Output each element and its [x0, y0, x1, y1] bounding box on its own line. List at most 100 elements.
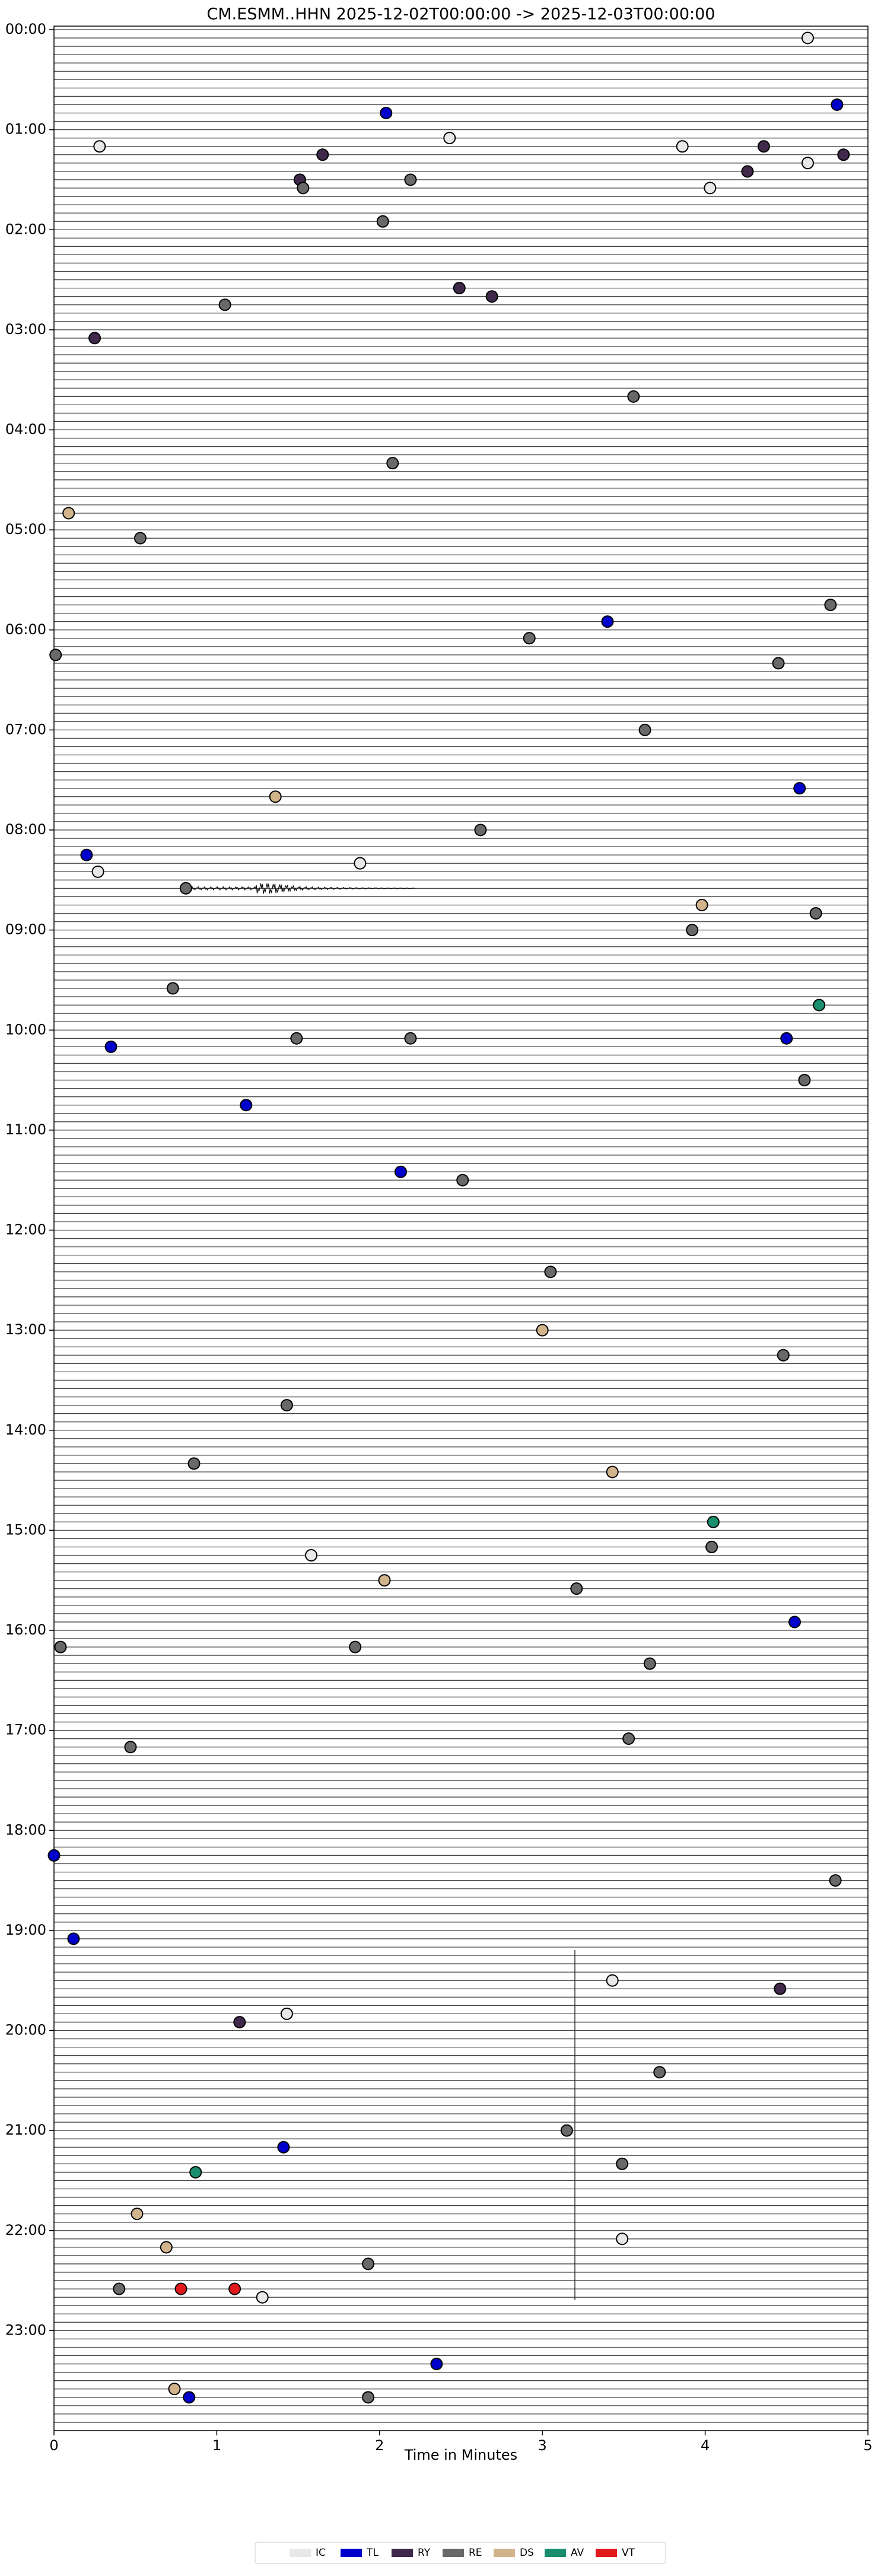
event-point	[705, 1541, 718, 1554]
event-point	[233, 2016, 246, 2029]
event-point	[523, 632, 536, 645]
event-point	[606, 1974, 619, 1987]
event-point	[801, 157, 814, 170]
x-tick-label: 4	[701, 2437, 710, 2454]
y-tick-label: 04:00	[5, 421, 46, 438]
event-point	[456, 1173, 469, 1187]
event-point	[788, 1615, 802, 1629]
y-tick-label: 13:00	[5, 1321, 46, 1338]
x-axis-label: Time in Minutes	[404, 2447, 517, 2463]
trace-rows	[54, 29, 868, 2423]
legend-label: RE	[469, 2547, 482, 2559]
event-point	[430, 2358, 443, 2371]
event-point	[474, 823, 487, 837]
event-point	[813, 998, 826, 1012]
event-point	[80, 848, 93, 861]
event-point	[386, 457, 399, 470]
event-point	[544, 1265, 557, 1279]
legend-swatch	[341, 2549, 362, 2557]
event-point	[280, 1399, 293, 1412]
legend-swatch	[494, 2549, 515, 2557]
event-point	[801, 31, 814, 44]
event-point	[686, 924, 699, 937]
y-tick-label: 01:00	[5, 121, 46, 138]
event-point	[49, 648, 62, 662]
y-tick-label: 17:00	[5, 1722, 46, 1738]
event-point	[316, 148, 329, 161]
event-point	[777, 1349, 790, 1362]
legend-swatch	[290, 2549, 311, 2557]
trace-waveform	[186, 883, 415, 894]
y-tick-label: 22:00	[5, 2222, 46, 2238]
event-point	[741, 165, 754, 178]
event-point	[695, 898, 708, 911]
x-tick-label: 2	[375, 2437, 384, 2454]
event-point	[131, 2208, 144, 2221]
legend-label: IC	[316, 2547, 326, 2559]
legend-swatch	[392, 2549, 413, 2557]
event-point	[707, 1515, 720, 1528]
event-point	[394, 1165, 407, 1178]
event-point	[47, 1849, 61, 1862]
event-point	[616, 2232, 629, 2246]
event-point	[627, 390, 640, 403]
chart-title: CM.ESMM..HHN 2025-12-02T00:00:00 -> 2025…	[207, 5, 715, 24]
legend-label: VT	[622, 2547, 635, 2559]
event-point	[124, 1741, 137, 1754]
event-point	[160, 2241, 173, 2254]
y-tick-label: 02:00	[5, 221, 46, 237]
legend-swatch	[545, 2549, 566, 2557]
x-tick-label: 3	[538, 2437, 547, 2454]
legend-label: RY	[418, 2547, 431, 2559]
y-tick-label: 10:00	[5, 1021, 46, 1038]
event-point	[622, 1732, 635, 1745]
event-point	[93, 140, 106, 153]
event-point	[824, 599, 837, 612]
event-point	[570, 1582, 583, 1595]
event-point	[380, 106, 393, 119]
event-point	[829, 1874, 842, 1887]
event-point	[183, 2391, 196, 2404]
y-tick-label: 16:00	[5, 1621, 46, 1638]
event-point	[485, 290, 498, 303]
event-point	[88, 332, 101, 345]
event-point	[297, 182, 310, 195]
event-point	[404, 1032, 417, 1045]
x-tick-label: 5	[863, 2437, 872, 2454]
event-point	[277, 2141, 290, 2154]
event-point	[179, 882, 192, 895]
event-point	[168, 2383, 181, 2396]
event-point	[54, 1640, 67, 1653]
y-tick-label: 23:00	[5, 2321, 46, 2338]
event-point	[349, 1640, 362, 1653]
y-tick-label: 11:00	[5, 1121, 46, 1138]
event-point	[536, 1324, 549, 1337]
y-tick-label: 21:00	[5, 2122, 46, 2138]
event-point	[67, 1932, 80, 1945]
event-point	[809, 907, 822, 920]
event-point	[228, 2282, 241, 2295]
legend-label: TL	[366, 2547, 379, 2559]
event-point	[174, 2282, 187, 2295]
y-tick-label: 09:00	[5, 921, 46, 938]
event-point	[606, 1465, 619, 1478]
event-point	[757, 140, 770, 153]
event-point	[704, 182, 717, 195]
x-tick-label: 1	[212, 2437, 221, 2454]
event-point	[780, 1032, 793, 1045]
event-point	[166, 982, 179, 995]
event-point	[798, 1074, 811, 1087]
event-point	[443, 132, 456, 145]
event-point	[453, 282, 466, 295]
y-tick-label: 18:00	[5, 1821, 46, 1838]
event-point	[354, 857, 367, 870]
event-point	[837, 148, 850, 161]
event-point	[62, 507, 75, 520]
event-point	[676, 140, 689, 153]
event-point	[404, 173, 417, 186]
event-point	[133, 532, 147, 545]
y-tick-label: 08:00	[5, 821, 46, 838]
x-tick-label: 0	[49, 2437, 58, 2454]
event-point	[774, 1982, 787, 1995]
